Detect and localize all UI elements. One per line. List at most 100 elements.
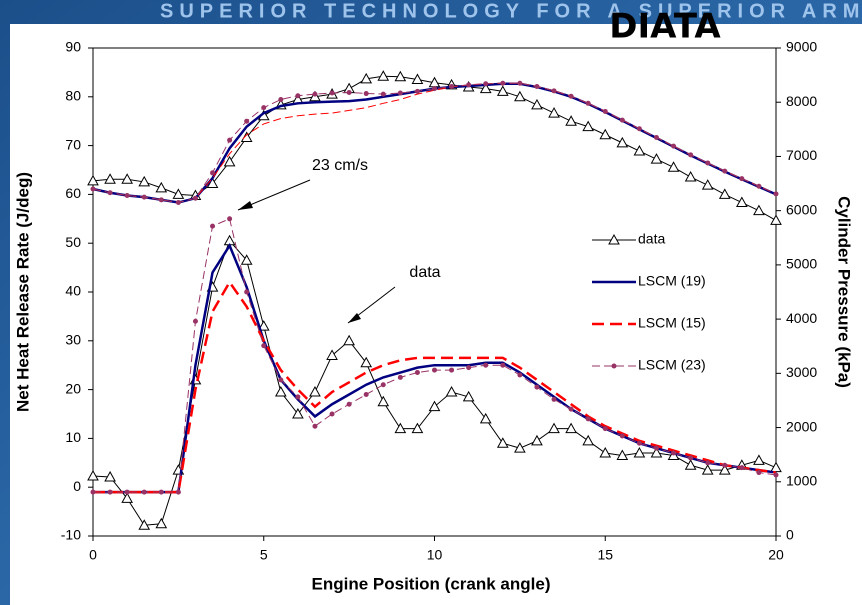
marker — [599, 447, 612, 458]
marker — [295, 394, 301, 400]
marker — [414, 88, 420, 94]
y-tick-label: 90 — [65, 39, 81, 55]
marker — [210, 170, 216, 176]
marker — [701, 179, 714, 190]
marker — [565, 422, 577, 434]
marker — [705, 460, 711, 466]
marker — [548, 107, 560, 118]
marker — [718, 464, 731, 475]
marker — [261, 105, 267, 111]
marker — [192, 195, 198, 201]
marker — [240, 254, 253, 265]
marker — [377, 70, 390, 81]
marker — [636, 126, 642, 132]
y2-tick-label: 6000 — [786, 201, 817, 217]
y2-tick-label: 0 — [786, 527, 794, 543]
x-tick-label: 5 — [260, 547, 268, 563]
marker — [650, 153, 663, 164]
marker — [565, 115, 577, 126]
marker — [138, 519, 151, 530]
marker — [684, 171, 697, 182]
marker — [483, 81, 489, 87]
marker — [756, 183, 762, 189]
marker — [449, 83, 455, 89]
marker — [346, 89, 352, 95]
x-tick-label: 0 — [89, 547, 97, 563]
marker — [428, 400, 441, 412]
annotation: 23 cm/s — [312, 157, 368, 174]
legend-marker — [608, 233, 620, 245]
marker — [531, 98, 543, 110]
marker — [244, 289, 250, 295]
legend-label: LSCM (19) — [638, 273, 706, 289]
arrowhead — [238, 201, 253, 210]
marker — [380, 91, 386, 97]
y2-tick-label: 1000 — [786, 472, 817, 488]
marker — [582, 120, 595, 132]
legend-label: LSCM (15) — [638, 315, 706, 331]
marker — [124, 192, 130, 198]
marker — [619, 117, 625, 123]
y-tick-label: 20 — [65, 380, 81, 396]
marker — [568, 406, 574, 412]
marker — [377, 395, 390, 407]
marker — [175, 489, 181, 495]
marker — [397, 90, 403, 96]
marker — [445, 386, 458, 397]
marker — [616, 136, 629, 148]
marker — [514, 90, 526, 102]
marker — [496, 85, 509, 96]
marker — [87, 174, 99, 186]
marker — [432, 367, 437, 373]
marker — [346, 401, 352, 407]
marker — [206, 177, 219, 189]
marker — [736, 196, 748, 208]
panel — [10, 24, 862, 605]
marker — [756, 470, 762, 476]
marker — [155, 517, 168, 529]
legend-label: data — [638, 231, 665, 247]
y-tick-label: 10 — [65, 429, 81, 445]
marker — [295, 93, 301, 99]
marker — [326, 349, 338, 360]
marker — [274, 386, 287, 397]
y2-axis-label: Cylinder Pressure (kPa) — [835, 196, 854, 388]
marker — [653, 134, 659, 140]
marker — [633, 447, 646, 458]
y2-tick-label: 8000 — [786, 93, 817, 109]
marker — [312, 423, 318, 429]
y2-tick-label: 2000 — [786, 418, 817, 434]
marker — [141, 194, 147, 200]
marker — [292, 407, 304, 419]
marker — [192, 318, 198, 324]
marker — [432, 86, 437, 92]
x-axis-label: Engine Position (crank angle) — [312, 574, 551, 593]
marker — [722, 168, 728, 174]
marker — [671, 143, 677, 149]
marker — [397, 374, 403, 380]
y-tick-label: 70 — [65, 136, 81, 152]
marker — [619, 433, 625, 439]
marker — [739, 465, 745, 471]
marker — [227, 137, 233, 143]
marker — [141, 489, 147, 495]
y2-tick-label: 3000 — [786, 364, 817, 380]
marker — [363, 91, 369, 97]
marker — [684, 459, 697, 470]
marker — [633, 144, 646, 156]
marker — [705, 160, 711, 166]
y2-tick-label: 9000 — [786, 39, 817, 55]
y-tick-label: 80 — [65, 88, 81, 104]
marker — [701, 464, 714, 475]
marker — [500, 362, 506, 368]
legend-marker — [611, 363, 617, 369]
marker — [210, 223, 216, 229]
arrowhead — [348, 313, 361, 323]
marker — [667, 161, 680, 172]
y2-tick-label: 7000 — [786, 147, 817, 163]
y-tick-label: 50 — [65, 234, 81, 250]
y-tick-label: 0 — [73, 478, 81, 494]
marker — [602, 108, 608, 114]
